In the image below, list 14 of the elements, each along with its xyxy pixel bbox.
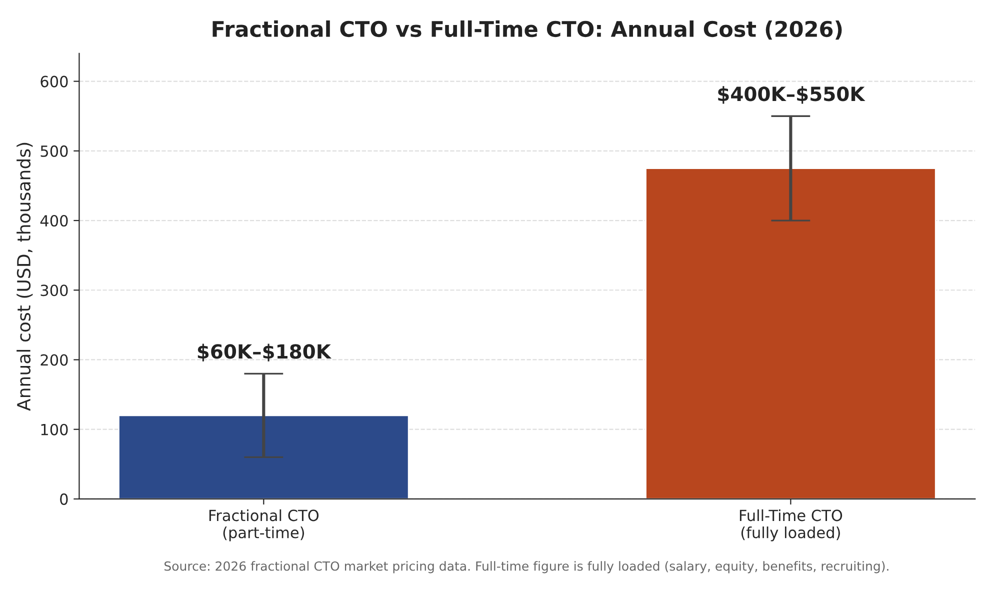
annotation: $400K–$550K (718, 86, 866, 104)
y-tick-label: 200 (40, 354, 68, 366)
y-tick-label: 300 (40, 284, 68, 296)
x-tick-label: Full-Time CTO (fully loaded) (740, 509, 842, 542)
annotation: $60K–$180K (198, 344, 332, 362)
y-tick-label: 100 (41, 424, 68, 436)
y-axis-title: Annual cost (USD, thousands) (16, 142, 33, 411)
chart-title: Fractional CTO vs Full-Time CTO: Annual Cost (2026) (212, 20, 842, 40)
y-tick-label: 500 (40, 145, 68, 157)
y-tick-label: 0 (60, 493, 68, 505)
x-tick-label: Fractional CTO (part-time) (209, 509, 319, 542)
y-tick-label: 600 (40, 76, 68, 88)
source-note: Source: 2026 fractional CTO market pricing data. Full-time figure is fully loaded (salary, equity, benefits, recruiting). (164, 561, 888, 574)
y-tick-label: 400 (40, 214, 68, 227)
